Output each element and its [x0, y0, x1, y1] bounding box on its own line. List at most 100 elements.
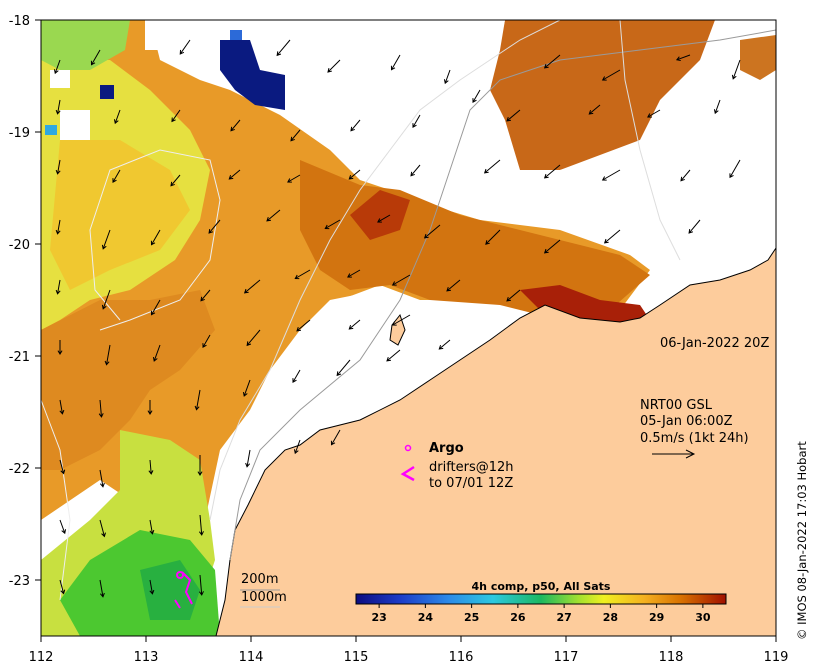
y-axis: -18 -19 -20 -21 -22 -23 [9, 14, 41, 589]
x-tick-label: 114 [239, 650, 264, 665]
bathy-1000m-label: 1000m [241, 590, 287, 605]
current-arrow [292, 369, 301, 383]
cloud-east-wedge [560, 140, 776, 270]
current-arrow [348, 319, 361, 330]
current-arrow [150, 299, 161, 316]
current-arrow [99, 579, 105, 598]
current-arrow [680, 169, 691, 182]
x-axis: 112 113 114 115 116 117 118 119 [29, 636, 788, 665]
sst-orange-ring [41, 290, 215, 470]
current-legend-line1: NRT00 GSL [640, 398, 713, 413]
current-arrow [104, 344, 111, 366]
current-arrow [194, 389, 201, 411]
sst-ne-patch [490, 20, 715, 170]
contour-north-line [619, 20, 681, 261]
argo-line1: drifters@12h [429, 460, 514, 475]
current-arrow [98, 399, 104, 418]
current-arrow [391, 314, 411, 326]
x-tick-label: 118 [659, 650, 684, 665]
current-arrow [688, 219, 701, 234]
current-arrow [55, 99, 61, 115]
contour-200m [229, 29, 776, 561]
y-tick-label: -22 [9, 462, 30, 477]
date-label: 06-Jan-2022 20Z [660, 336, 769, 351]
current-arrow [198, 514, 204, 536]
y-tick-label: -23 [9, 574, 30, 589]
current-arrow [90, 49, 101, 66]
cold-patch-north [220, 40, 285, 110]
colorbar-tick-label: 29 [649, 611, 664, 624]
current-arrow [412, 114, 421, 128]
current-arrow [228, 169, 241, 180]
cold-speckle [45, 125, 57, 135]
current-arrow [543, 164, 561, 179]
current-arrow [150, 229, 161, 246]
colorbar-tick-label: 30 [695, 611, 711, 624]
current-arrow [330, 429, 341, 446]
current-arrow [543, 54, 561, 69]
colorbar-tick-label: 24 [418, 611, 434, 624]
current-arrow [390, 54, 401, 71]
current-arrow [391, 274, 411, 286]
colorbar-tick-label: 23 [371, 611, 386, 624]
australia-land [215, 247, 776, 636]
cold-speckle [230, 30, 242, 40]
colorbar-tick-label: 27 [556, 611, 571, 624]
current-arrow [101, 229, 111, 250]
current-arrow [246, 329, 261, 347]
current-arrow [293, 439, 301, 455]
current-legend-line2: 05-Jan 06:00Z [640, 414, 733, 429]
sst-nw-cold [41, 20, 130, 70]
current-arrow [588, 104, 601, 115]
current-legend-line3: 0.5m/s (1kt 24h) [640, 431, 749, 446]
argo-circle-icon [404, 444, 412, 452]
current-arrow [59, 579, 66, 595]
current-arrow [347, 269, 361, 278]
sst-red-core [350, 190, 410, 240]
current-arrow [276, 39, 291, 57]
current-arrow [208, 219, 221, 234]
colorbar-title: 4h comp, p50, All Sats [472, 580, 611, 593]
current-arrow [243, 279, 261, 294]
current-arrow [152, 344, 161, 362]
current-vectors [53, 39, 741, 598]
current-arrow [423, 224, 441, 239]
colorbar-tick-label: 25 [464, 611, 479, 624]
current-arrow [112, 169, 121, 183]
current-arrow [266, 209, 281, 222]
argo-tracks [174, 571, 193, 609]
current-arrow [198, 574, 204, 596]
x-tick-label: 115 [344, 650, 369, 665]
current-arrow [731, 59, 741, 80]
current-arrow [647, 109, 661, 118]
current-arrow [99, 469, 105, 488]
y-tick-label: -18 [9, 14, 30, 29]
current-arrow [101, 289, 111, 310]
current-arrow [601, 69, 621, 81]
current-arrow [410, 164, 421, 177]
current-arrow [171, 109, 181, 123]
current-arrow [336, 359, 351, 377]
current-arrow [324, 219, 341, 230]
current-arrow [348, 169, 361, 180]
x-tick-label: 116 [449, 650, 474, 665]
current-arrow [294, 269, 311, 280]
x-tick-label: 113 [134, 650, 159, 665]
argo-legend: Argo drifters@12h to 07/01 12Z [400, 441, 514, 491]
x-tick-label: 112 [29, 650, 54, 665]
current-legend: NRT00 GSL 05-Jan 06:00Z 0.5m/s (1kt 24h) [640, 398, 749, 459]
current-arrow [675, 54, 691, 62]
contour-1000m [209, 20, 561, 521]
argo-float-marker [176, 571, 184, 579]
x-tick-label: 117 [554, 650, 579, 665]
current-arrow [53, 59, 61, 75]
current-arrow [147, 400, 153, 415]
current-arrow [197, 455, 203, 476]
current-arrow [327, 59, 341, 73]
current-arrow [113, 109, 121, 125]
colorbar-gradient [355, 593, 727, 605]
cloud-speckle [60, 110, 90, 140]
island-barrow [389, 313, 406, 346]
current-arrow [170, 174, 181, 187]
